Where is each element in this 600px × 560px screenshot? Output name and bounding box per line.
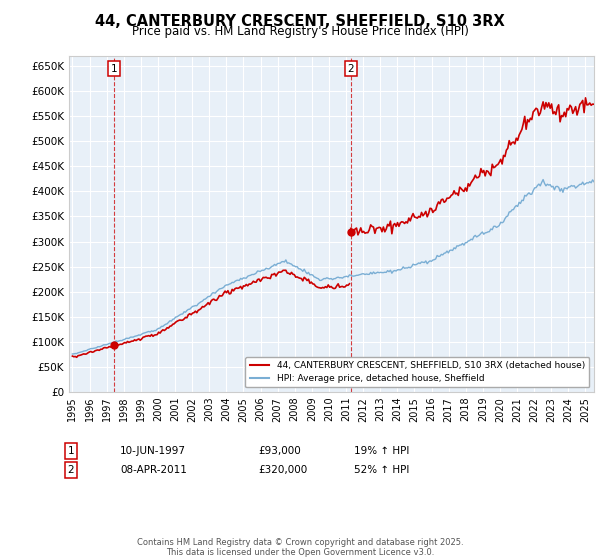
Text: 1: 1 bbox=[111, 63, 118, 73]
Text: 2: 2 bbox=[67, 465, 74, 475]
Text: 44, CANTERBURY CRESCENT, SHEFFIELD, S10 3RX: 44, CANTERBURY CRESCENT, SHEFFIELD, S10 … bbox=[95, 14, 505, 29]
Text: 1: 1 bbox=[67, 446, 74, 456]
Text: 52% ↑ HPI: 52% ↑ HPI bbox=[354, 465, 409, 475]
Text: 2: 2 bbox=[347, 63, 354, 73]
Text: £93,000: £93,000 bbox=[258, 446, 301, 456]
Legend: 44, CANTERBURY CRESCENT, SHEFFIELD, S10 3RX (detached house), HPI: Average price: 44, CANTERBURY CRESCENT, SHEFFIELD, S10 … bbox=[245, 357, 589, 388]
Text: 08-APR-2011: 08-APR-2011 bbox=[120, 465, 187, 475]
Text: Contains HM Land Registry data © Crown copyright and database right 2025.
This d: Contains HM Land Registry data © Crown c… bbox=[137, 538, 463, 557]
Text: £320,000: £320,000 bbox=[258, 465, 307, 475]
Text: Price paid vs. HM Land Registry's House Price Index (HPI): Price paid vs. HM Land Registry's House … bbox=[131, 25, 469, 38]
Text: 19% ↑ HPI: 19% ↑ HPI bbox=[354, 446, 409, 456]
Text: 10-JUN-1997: 10-JUN-1997 bbox=[120, 446, 186, 456]
